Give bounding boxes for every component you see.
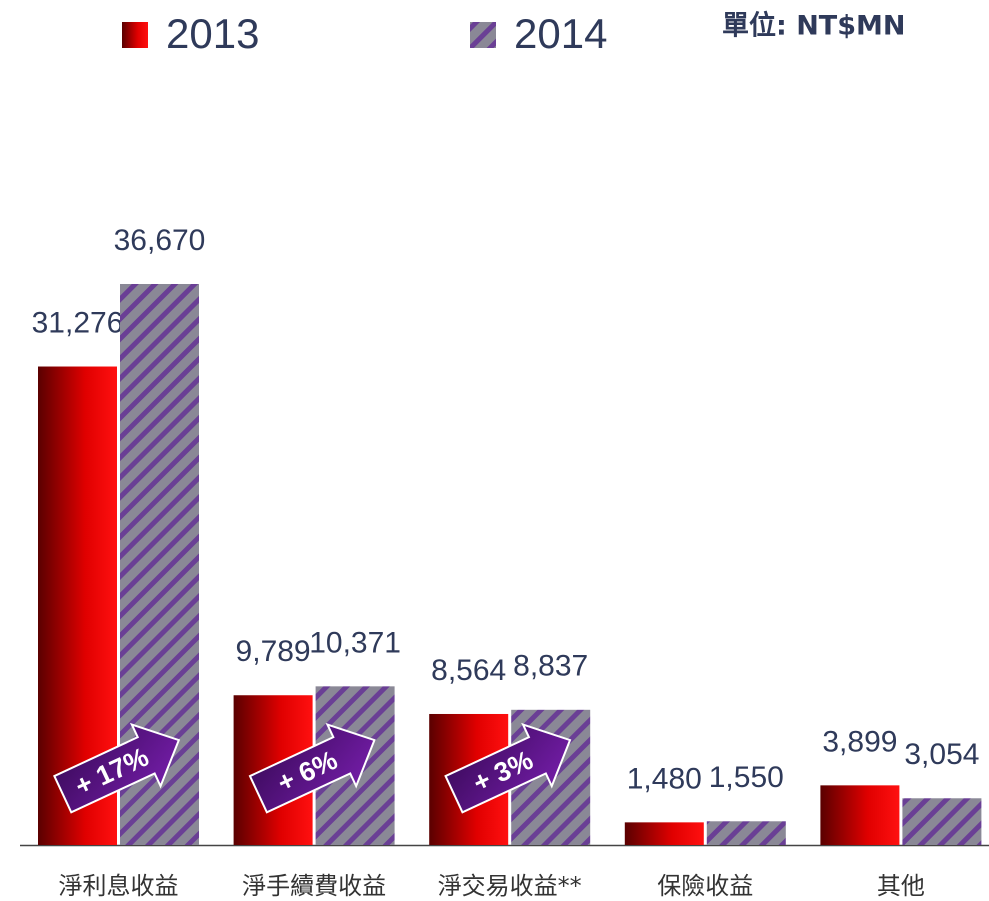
legend-label: 2014 bbox=[514, 10, 607, 57]
value-label: 1,550 bbox=[709, 761, 784, 794]
value-label: 31,276 bbox=[32, 306, 124, 339]
arrow-shape bbox=[444, 722, 572, 814]
legend-swatch bbox=[470, 22, 496, 48]
value-label: 3,899 bbox=[822, 725, 897, 758]
x-tick-label: 保險收益 bbox=[657, 872, 753, 900]
arrow-shape bbox=[53, 722, 181, 814]
bar bbox=[706, 821, 786, 845]
bar bbox=[820, 785, 900, 845]
value-label: 8,564 bbox=[431, 654, 506, 687]
bar bbox=[624, 822, 704, 845]
bar bbox=[902, 798, 982, 845]
legend-label: 2013 bbox=[166, 10, 259, 57]
value-label: 36,670 bbox=[114, 224, 206, 257]
x-tick-label: 淨交易收益** bbox=[438, 872, 582, 900]
value-label: 9,789 bbox=[236, 635, 311, 668]
x-tick-label: 其他 bbox=[877, 872, 925, 900]
arrow-shape bbox=[248, 722, 376, 814]
legend-swatch bbox=[122, 22, 148, 48]
value-label: 3,054 bbox=[904, 738, 979, 771]
x-tick-label: 淨手續費收益 bbox=[242, 872, 386, 900]
value-label: 8,837 bbox=[513, 650, 588, 683]
value-label: 10,371 bbox=[309, 626, 401, 659]
value-label: 1,480 bbox=[627, 762, 702, 795]
x-tick-label: 淨利息收益 bbox=[59, 872, 179, 900]
growth-arrow: + 3% bbox=[444, 722, 572, 814]
unit-label: 單位: NT$MN bbox=[722, 10, 905, 42]
